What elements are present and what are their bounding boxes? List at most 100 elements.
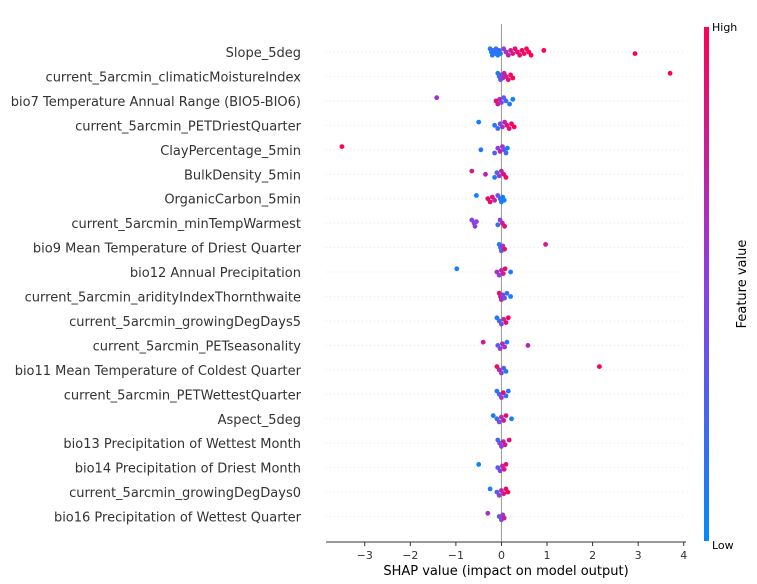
shap-point [499,321,504,327]
feature-label: bio16 Precipitation of Wettest Quarter [54,511,302,526]
shap-point [504,339,510,345]
shap-point [511,124,517,130]
shap-point [502,223,507,229]
shap-point [667,70,673,76]
shap-point [510,51,516,56]
shap-point [509,121,514,127]
colorbar-high-label: High [712,21,737,34]
shap-point [492,150,497,156]
feature-label: Aspect_5deg [218,413,301,428]
shap-point [476,119,482,125]
feature-label: current_5arcmin_aridityIndexThornthwaite [25,291,301,306]
shap-point [501,491,507,497]
shap-point [502,344,507,350]
x-axis-title: SHAP value (impact on model output) [383,564,628,579]
shap-point [497,149,503,154]
shap-point [505,489,511,495]
shap-point [483,171,488,177]
colorbar-gradient [704,27,709,541]
shap-point [474,219,479,225]
shap-point [506,437,512,443]
shap-point [490,413,496,418]
x-tick-label: −1 [448,549,464,562]
feature-label: bio13 Precipitation of Wettest Month [63,437,301,452]
shap-point [510,75,516,81]
feature-label: bio12 Annual Precipitation [130,266,301,281]
shap-point [506,126,512,131]
x-tick-label: 4 [680,549,687,562]
feature-label: current_5arcmin_PETDriestQuarter [75,119,302,134]
shap-point [492,197,497,203]
colorbar-title: Feature value [735,240,750,329]
shap-point [496,492,502,498]
shap-point [502,295,507,301]
shap-point [517,52,523,58]
shap-point [502,442,508,448]
shap-point [497,468,503,474]
shap-point [502,246,507,252]
shap-point [503,462,509,467]
x-tick-label: 1 [544,549,551,562]
shap-point [496,419,502,425]
shap-point [505,388,511,394]
shap-point [505,315,511,321]
shap-point [501,418,507,423]
shap-point [597,364,602,369]
shap-point [500,124,505,130]
colorbar-low-label: Low [712,539,734,552]
feature-rows: Slope_5deg current_5arcmin_climaticMoistu… [11,46,686,526]
shap-point [503,98,509,104]
shap-point [528,52,534,58]
shap-point [502,266,508,272]
shap-point [487,486,493,492]
shap-points [339,46,673,523]
shap-point [499,444,504,449]
shap-point [498,51,503,56]
shap-point [504,290,510,296]
x-tick-label: 2 [589,549,596,562]
x-tick-label: −3 [357,549,373,562]
shap-point [501,197,507,203]
shap-point [505,52,511,58]
shap-point [525,343,531,348]
shap-point [472,223,478,229]
shap-point [505,145,510,151]
shap-point [500,390,506,396]
shap-point [495,222,501,228]
shap-point [509,416,514,422]
feature-label: current_5arcmin_PETWettestQuarter [64,388,302,403]
shap-point [500,271,506,276]
shap-point [485,510,491,516]
shap-point [492,122,497,128]
feature-label: OrganicCarbon_5min [164,193,301,208]
shap-point [507,101,512,107]
x-tick-label: 3 [635,549,642,562]
shap-point [474,193,479,198]
shap-point [487,199,493,205]
x-ticks: −3 −2 −1 0 1 2 3 4 [357,542,687,562]
feature-label: ClayPercentage_5min [160,144,301,159]
feature-label: current_5arcmin_minTempWarmest [71,217,301,232]
shap-point [497,346,503,351]
feature-label: current_5arcmin_PETseasonality [93,339,302,354]
shap-point [454,266,460,272]
feature-label: Slope_5deg [226,46,301,61]
shap-point [503,393,509,399]
shap-point [469,168,475,174]
feature-label: current_5arcmin_growingDegDays5 [69,315,301,330]
shap-point [501,515,507,521]
shap-point [499,100,504,105]
feature-label: current_5arcmin_climaticMoistureIndex [46,70,302,85]
x-axis: −3 −2 −1 0 1 2 3 4 [326,541,687,562]
feature-label: bio7 Temperature Annual Range (BIO5-BIO6… [11,95,301,110]
shap-point [503,369,509,374]
shap-point [495,126,501,131]
feature-label: current_5arcmin_growingDegDays0 [69,486,301,501]
x-tick-label: 0 [498,549,505,562]
shap-point [499,395,504,400]
feature-label: BulkDensity_5min [184,168,301,183]
shap-point [501,466,507,472]
shap-point [499,370,504,376]
shap-point [434,95,440,101]
